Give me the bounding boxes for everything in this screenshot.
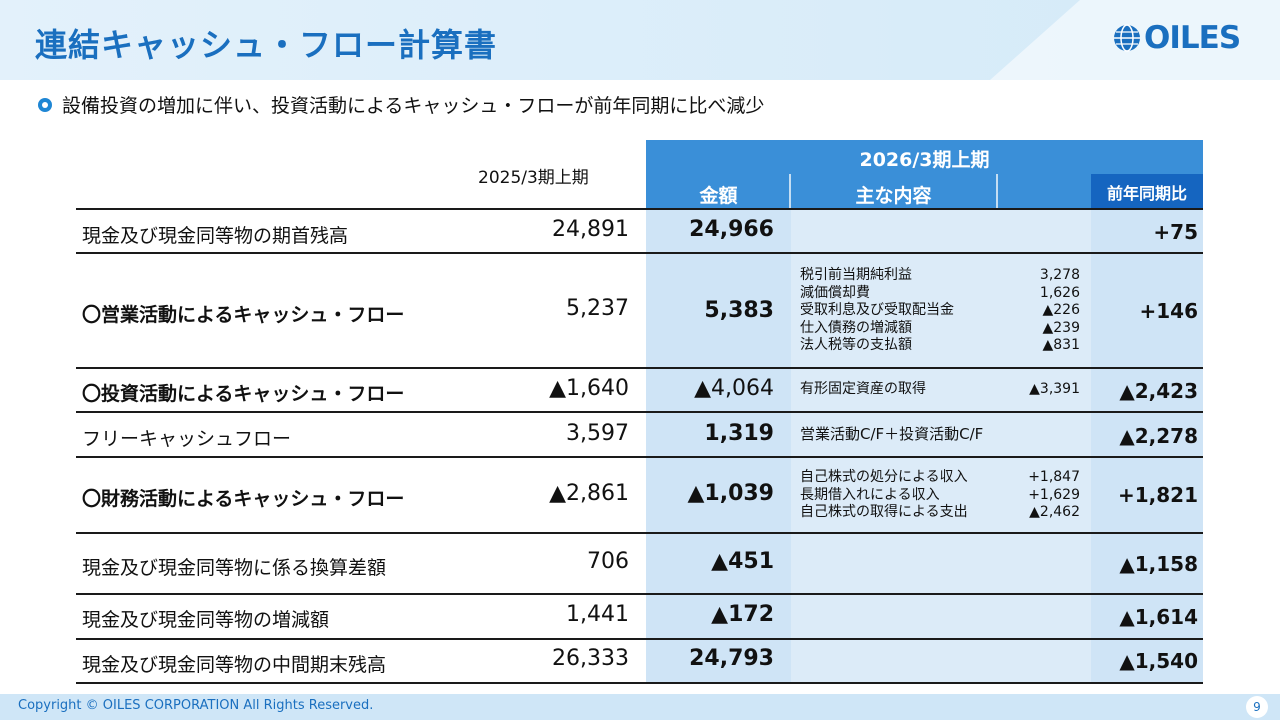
globe-icon (1114, 24, 1140, 52)
row-divider (76, 682, 1203, 684)
detail-line: 減価償却費 1,626 (800, 284, 1080, 301)
logo-text: OILES (1144, 20, 1241, 56)
cur-value: ▲1,039 (687, 481, 774, 506)
summary-text: 設備投資の増加に伴い、投資活動によるキャッシュ・フローが前年同期に比べ減少 (62, 95, 765, 117)
cur-value: 24,793 (689, 646, 774, 671)
row-divider (76, 532, 1203, 534)
yoy-column-bg (1091, 209, 1203, 683)
company-logo: OILES (1112, 20, 1241, 56)
detail-line: 受取利息及び受取配当金 ▲226 (800, 302, 1080, 319)
detail-line: 有形固定資産の取得 ▲3,391 (800, 381, 1080, 397)
page-number: 9 (1246, 696, 1268, 718)
prev-period-header: 2025/3期上期 (478, 168, 589, 188)
row-divider (76, 411, 1203, 413)
cur-value: 5,383 (704, 298, 774, 323)
yoy-value: ▲2,423 (1119, 379, 1198, 403)
detail-line: 自己株式の処分による収入 +1,847 (800, 469, 1080, 485)
copyright-text: Copyright © OILES CORPORATION All Rights… (18, 698, 374, 713)
prev-value: 24,891 (552, 217, 629, 242)
header-band: 連結キャッシュ・フロー計算書 OILES (0, 0, 1280, 80)
row-label-closing-balance: 現金及び現金同等物の中間期末残高 (82, 654, 387, 676)
cur-value: ▲451 (711, 549, 774, 574)
prev-value: 26,333 (552, 646, 629, 671)
contents-header: 主な内容 (855, 185, 932, 207)
prev-value: 706 (587, 549, 629, 574)
prev-value: ▲1,640 (549, 376, 629, 401)
summary-line: 設備投資の増加に伴い、投資活動によるキャッシュ・フローが前年同期に比べ減少 (38, 91, 764, 118)
footer-band (0, 694, 1280, 720)
detail-line: 長期借入れによる収入 +1,629 (800, 486, 1080, 503)
row-label-investing-cf: 〇投資活動によるキャッシュ・フロー (82, 383, 405, 405)
prev-value: 3,597 (566, 421, 629, 446)
financing-details: 自己株式の処分による収入 +1,847 長期借入れによる収入 +1,629 自己株式… (800, 469, 1080, 522)
detail-line: 自己株式の取得による支出 ▲2,462 (800, 504, 1080, 521)
detail-line: 法人税等の支払額 ▲831 (800, 337, 1080, 354)
detail-line: 仕入債務の増減額 ▲239 (800, 319, 1080, 336)
row-label-fx-difference: 現金及び現金同等物に係る換算差額 (82, 557, 387, 579)
bullet-icon (38, 97, 52, 112)
yoy-value: +1,821 (1117, 483, 1198, 507)
cur-value: ▲172 (711, 602, 774, 627)
free-cf-note: 営業活動C/F＋投資活動C/F (800, 425, 984, 443)
prev-value: 5,237 (566, 296, 629, 321)
detail-line: 税引前当期純利益 3,278 (800, 267, 1080, 283)
yoy-value: ▲1,158 (1119, 552, 1198, 576)
investing-details: 有形固定資産の取得 ▲3,391 (800, 381, 1080, 399)
yoy-value: +75 (1153, 220, 1198, 244)
row-label-financing-cf: 〇財務活動によるキャッシュ・フロー (82, 488, 405, 510)
row-divider (76, 252, 1203, 254)
yoy-header: 前年同期比 (1091, 174, 1203, 210)
row-label-operating-cf: 〇営業活動によるキャッシュ・フロー (82, 304, 405, 326)
yoy-value: ▲1,614 (1119, 605, 1198, 629)
page-title: 連結キャッシュ・フロー計算書 (35, 26, 498, 64)
operating-details: 税引前当期純利益 3,278 減価償却費 1,626 受取利息及び受取配当金 ▲226… (800, 267, 1080, 355)
amount-header: 金額 (699, 185, 738, 207)
row-divider (76, 638, 1203, 640)
cur-period-header: 2026/3期上期 (859, 149, 990, 171)
row-divider (76, 367, 1203, 369)
cur-value: 24,966 (689, 217, 774, 242)
cur-value: 1,319 (704, 421, 774, 446)
yoy-value: ▲2,278 (1119, 424, 1198, 448)
header-divider (996, 174, 998, 209)
yoy-value: ▲1,540 (1119, 649, 1198, 673)
row-label-opening-balance: 現金及び現金同等物の期首残高 (82, 225, 349, 247)
header-divider (789, 174, 791, 209)
row-label-net-change: 現金及び現金同等物の増減額 (82, 609, 330, 631)
amount-column-bg (646, 209, 791, 683)
row-divider (76, 208, 1203, 210)
prev-value: 1,441 (566, 602, 629, 627)
yoy-value: +146 (1139, 299, 1198, 323)
prev-value: ▲2,861 (549, 481, 629, 506)
cur-value: ▲4,064 (694, 376, 774, 401)
content-column-bg (791, 209, 1091, 683)
row-divider (76, 593, 1203, 595)
row-label-free-cf: フリーキャッシュフロー (82, 428, 292, 450)
row-divider (76, 456, 1203, 458)
